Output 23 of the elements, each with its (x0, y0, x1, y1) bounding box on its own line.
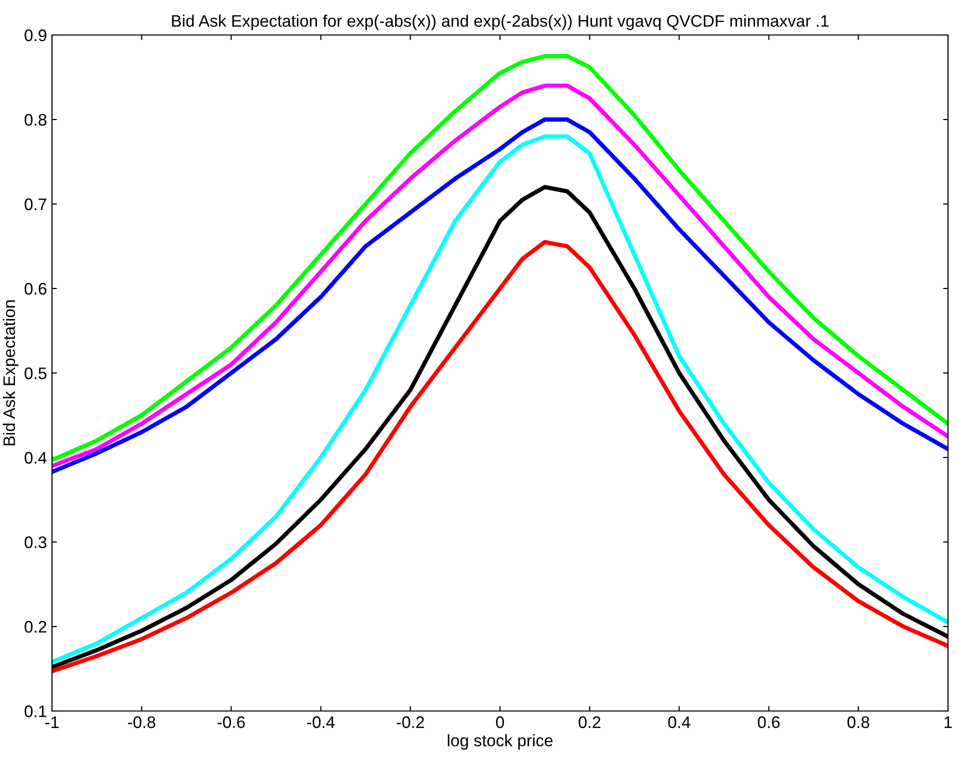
y-tick-label: 0.9 (24, 29, 46, 42)
x-tick-label: -0.6 (218, 716, 245, 728)
chart-title: Bid Ask Expectation for exp(-abs(x)) and exp(-2abs(x)) Hunt vgavq QVCDF minmaxvar .1 (172, 14, 828, 30)
x-tick-label: 0.6 (758, 716, 780, 728)
x-tick-label: 0.2 (578, 716, 600, 728)
x-tick-label: -0.4 (307, 716, 335, 728)
x-tick-label: -0.8 (128, 716, 156, 728)
y-tick-label: 0.3 (24, 536, 46, 548)
x-tick-label: 0.8 (847, 716, 870, 728)
x-tick-label: -0.2 (396, 716, 424, 728)
x-axis-title: log stock price (448, 734, 553, 750)
y-tick-label: 0.4 (24, 452, 47, 464)
y-axis-title: Bid Ask Expectation (2, 300, 18, 446)
y-tick-label: 0.2 (24, 620, 46, 633)
y-tick-label: 0.1 (24, 705, 46, 718)
x-tick-label: 0 (496, 716, 504, 728)
y-tick-label: 0.8 (24, 114, 46, 126)
x-tick-label: -1 (45, 716, 59, 728)
x-tick-label: 0.4 (668, 716, 690, 728)
y-tick-label: 0.7 (24, 198, 46, 210)
y-tick-label: 0.6 (24, 282, 46, 295)
y-tick-label: 0.5 (24, 367, 46, 380)
x-tick-label: 1 (944, 716, 952, 728)
